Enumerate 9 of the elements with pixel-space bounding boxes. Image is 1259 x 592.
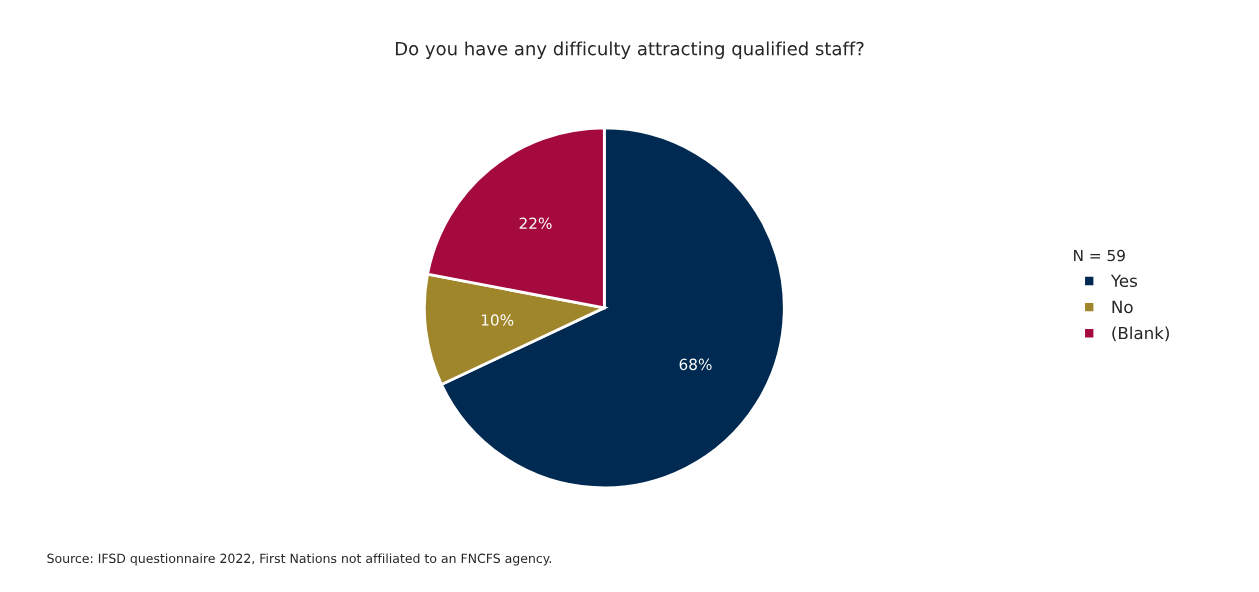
chart-title: Do you have any difficulty attracting qualified staff?: [395, 41, 864, 59]
data-label: 68%: [679, 358, 712, 371]
source-note: Source: IFSD questionnaire 2022, First Nations not affiliated to an FNCFS agency.: [47, 553, 551, 566]
legend-label: (Blank): [1112, 326, 1169, 342]
data-label: 22%: [519, 217, 552, 230]
data-label: 10%: [481, 314, 514, 326]
legend-title: N = 59: [1074, 249, 1125, 262]
legend-label: Yes: [1110, 274, 1137, 288]
legend-label: No: [1112, 300, 1133, 314]
